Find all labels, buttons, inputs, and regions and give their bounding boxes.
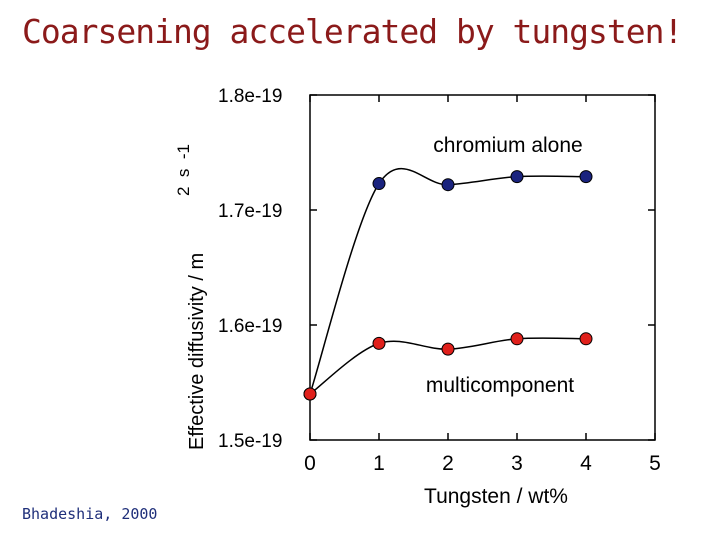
y-tick-label: 1.7e-19 [218, 201, 282, 222]
y-axis-label: Effective diffusivity / m [186, 253, 208, 450]
data-point [303, 387, 317, 401]
x-tick-label: 1 [373, 452, 385, 475]
x-tick-label: 5 [649, 452, 661, 475]
data-point [372, 177, 386, 191]
series-label: chromium alone [433, 134, 582, 157]
data-point [441, 342, 455, 356]
data-point [579, 332, 593, 346]
y-tick-label: 1.5e-19 [218, 431, 282, 452]
slide-title: Coarsening accelerated by tungsten! [22, 12, 683, 51]
plot-border [309, 94, 656, 441]
data-point [372, 336, 386, 350]
y-axis-label-exponent: 2 s -1 [174, 144, 193, 196]
x-tick-label: 4 [580, 452, 592, 475]
data-point [510, 170, 524, 184]
series-lines [309, 168, 587, 395]
x-axis-label: Tungsten / wt% [424, 485, 568, 508]
series-line [309, 168, 587, 395]
x-axis-ticks: 0 1 2 3 4 5 [304, 95, 661, 475]
series-label: multicomponent [426, 374, 574, 397]
series-points [303, 170, 593, 401]
y-axis-ticks: 1.5e-19 1.6e-19 1.7e-19 1.8e-19 [218, 86, 655, 452]
data-point [510, 332, 524, 346]
plot-frame [309, 94, 656, 441]
data-point [579, 170, 593, 184]
x-tick-label: 2 [442, 452, 454, 475]
y-tick-label: 1.6e-19 [218, 316, 282, 337]
credit-text: Bhadeshia, 2000 [22, 505, 158, 523]
data-point [441, 178, 455, 192]
x-tick-label: 3 [511, 452, 523, 475]
series-labels: chromium alone multicomponent [426, 134, 583, 397]
y-tick-label: 1.8e-19 [218, 86, 282, 107]
x-tick-label: 0 [304, 452, 316, 475]
